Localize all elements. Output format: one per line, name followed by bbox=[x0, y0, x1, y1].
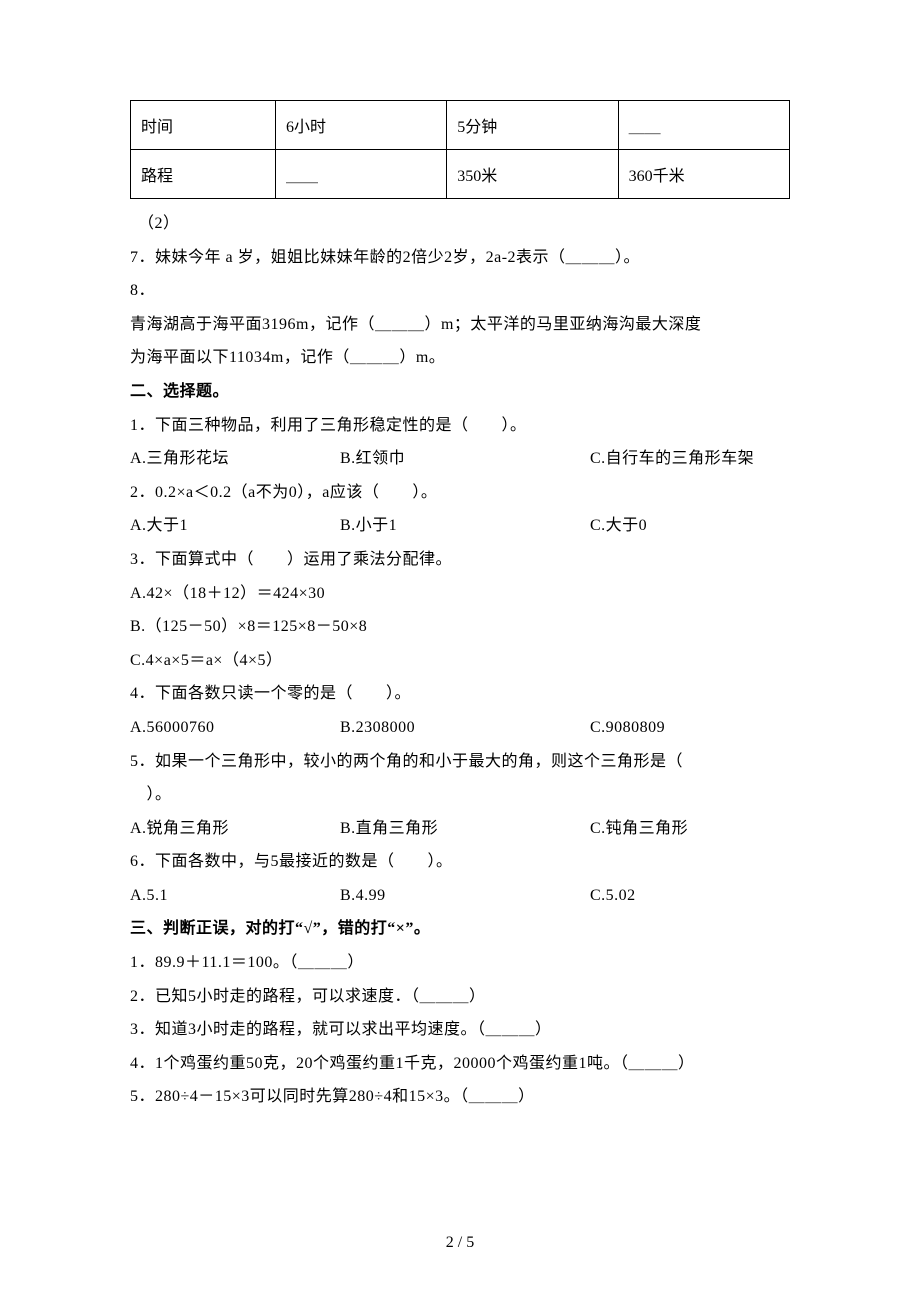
fill-q7: 7．妹妹今年 a 岁，姐姐比妹妹年龄的2倍少2岁，2a-2表示（＿＿＿）。 bbox=[130, 241, 790, 275]
choice-q3-c: C.4×a×5＝a×（4×5） bbox=[130, 644, 790, 678]
judge-q5: 5．280÷4－15×3可以同时先算280÷4和15×3。（＿＿＿） bbox=[130, 1080, 790, 1114]
choice-q1: 1．下面三种物品，利用了三角形稳定性的是（ ）。 bbox=[130, 409, 790, 443]
choice-q4-options: A.56000760 B.2308000 C.9080809 bbox=[130, 711, 790, 745]
choice-q3-a: A.42×（18＋12）＝424×30 bbox=[130, 577, 790, 611]
option-b: B.小于1 bbox=[340, 509, 590, 543]
cell: 350米 bbox=[447, 150, 618, 199]
choice-q6: 6．下面各数中，与5最接近的数是（ ）。 bbox=[130, 845, 790, 879]
option-a: A.大于1 bbox=[130, 509, 340, 543]
sub-label-2: （2） bbox=[130, 207, 790, 241]
cell: ＿＿ bbox=[618, 101, 789, 150]
option-a: A.锐角三角形 bbox=[130, 812, 340, 846]
choice-q1-options: A.三角形花坛 B.红领巾 C.自行车的三角形车架 bbox=[130, 442, 790, 476]
choice-q6-options: A.5.1 B.4.99 C.5.02 bbox=[130, 879, 790, 913]
judge-q1: 1．89.9＋11.1＝100。（＿＿＿） bbox=[130, 946, 790, 980]
cell: 360千米 bbox=[618, 150, 789, 199]
cell: 时间 bbox=[131, 101, 276, 150]
choice-q2-options: A.大于1 B.小于1 C.大于0 bbox=[130, 509, 790, 543]
option-c: C.9080809 bbox=[590, 711, 665, 745]
option-b: B.2308000 bbox=[340, 711, 590, 745]
table-row: 时间 6小时 5分钟 ＿＿ bbox=[131, 101, 790, 150]
option-a: A.三角形花坛 bbox=[130, 442, 340, 476]
cell: 路程 bbox=[131, 150, 276, 199]
choice-q4: 4．下面各数只读一个零的是（ ）。 bbox=[130, 677, 790, 711]
section-3-title: 三、判断正误，对的打“√”，错的打“×”。 bbox=[130, 912, 790, 946]
option-b: B.直角三角形 bbox=[340, 812, 590, 846]
choice-q5-line2: ）。 bbox=[130, 778, 790, 812]
cell: 5分钟 bbox=[447, 101, 618, 150]
option-c: C.自行车的三角形车架 bbox=[590, 442, 754, 476]
section-2-title: 二、选择题。 bbox=[130, 375, 790, 409]
choice-q2: 2．0.2×a＜0.2（a不为0），a应该（ ）。 bbox=[130, 476, 790, 510]
judge-q2: 2．已知5小时走的路程，可以求速度．（＿＿＿） bbox=[130, 980, 790, 1014]
option-b: B.红领巾 bbox=[340, 442, 590, 476]
option-a: A.56000760 bbox=[130, 711, 340, 745]
option-a: A.5.1 bbox=[130, 879, 340, 913]
option-c: C.大于0 bbox=[590, 509, 647, 543]
judge-q3: 3．知道3小时走的路程，就可以求出平均速度。（＿＿＿） bbox=[130, 1013, 790, 1047]
page-number: 2 / 5 bbox=[0, 1234, 920, 1252]
table-row: 路程 ＿＿ 350米 360千米 bbox=[131, 150, 790, 199]
choice-q3-b: B.（125－50）×8＝125×8－50×8 bbox=[130, 610, 790, 644]
option-c: C.钝角三角形 bbox=[590, 812, 688, 846]
choice-q3: 3．下面算式中（ ）运用了乘法分配律。 bbox=[130, 543, 790, 577]
option-b: B.4.99 bbox=[340, 879, 590, 913]
cell: 6小时 bbox=[275, 101, 446, 150]
fill-q8-num: 8． bbox=[130, 274, 790, 308]
choice-q5-line1: 5．如果一个三角形中，较小的两个角的和小于最大的角，则这个三角形是（ bbox=[130, 745, 790, 779]
cell: ＿＿ bbox=[275, 150, 446, 199]
data-table: 时间 6小时 5分钟 ＿＿ 路程 ＿＿ 350米 360千米 bbox=[130, 100, 790, 199]
option-c: C.5.02 bbox=[590, 879, 636, 913]
choice-q5-options: A.锐角三角形 B.直角三角形 C.钝角三角形 bbox=[130, 812, 790, 846]
fill-q8-line2: 为海平面以下11034m，记作（＿＿＿）m。 bbox=[130, 341, 790, 375]
judge-q4: 4．1个鸡蛋约重50克，20个鸡蛋约重1千克，20000个鸡蛋约重1吨。（＿＿＿… bbox=[130, 1047, 790, 1081]
fill-q8-line1: 青海湖高于海平面3196m，记作（＿＿＿）m；太平洋的马里亚纳海沟最大深度 bbox=[130, 308, 790, 342]
